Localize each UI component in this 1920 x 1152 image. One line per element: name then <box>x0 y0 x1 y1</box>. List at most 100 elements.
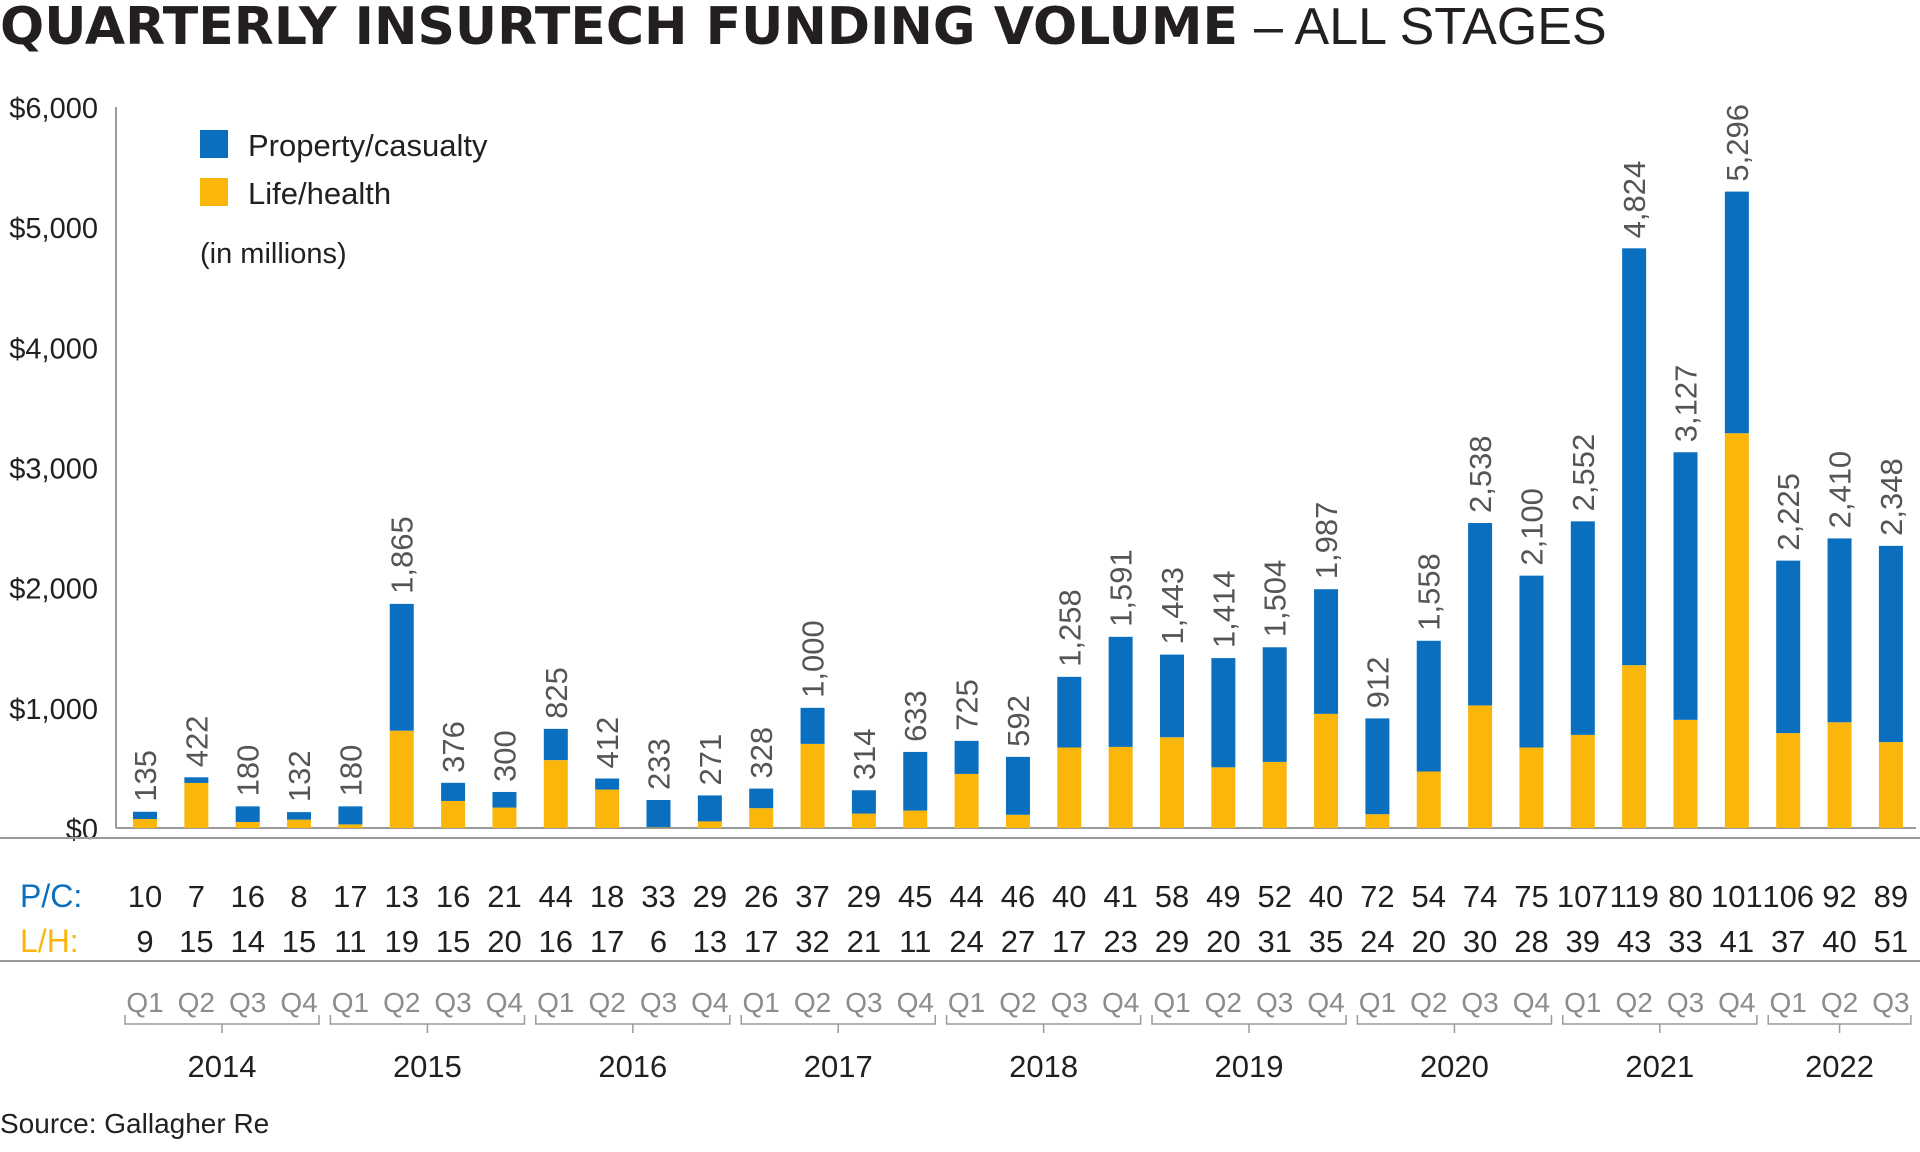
deal-count-lh: 20 <box>1206 924 1240 959</box>
bar-lh <box>1519 747 1544 828</box>
bars <box>133 191 1903 828</box>
bar-pc <box>595 778 620 790</box>
deal-count-lh: 11 <box>334 924 366 959</box>
bar-total-label: 725 <box>950 679 985 731</box>
quarter-label: Q2 <box>178 987 215 1018</box>
deal-count-lh: 20 <box>1412 924 1446 959</box>
bar-pc <box>235 806 260 822</box>
deal-count-pc: 33 <box>641 879 675 914</box>
quarter-label: Q2 <box>383 987 420 1018</box>
bar-total-label: 1,591 <box>1104 549 1139 627</box>
y-tick-label: $0 <box>66 814 98 846</box>
deal-count-pc: 101 <box>1711 879 1763 914</box>
bar-pc <box>800 707 825 744</box>
bar-pc <box>1468 523 1493 706</box>
quarter-label: Q3 <box>1667 987 1704 1018</box>
deal-count-pc: 54 <box>1412 879 1446 914</box>
bar-total-label: 180 <box>231 745 266 797</box>
deal-count-lh: 13 <box>693 924 727 959</box>
deal-count-pc: 119 <box>1609 879 1658 914</box>
deal-count-lh: 33 <box>1668 924 1702 959</box>
bar-lh <box>543 760 568 828</box>
deal-count-pc: 92 <box>1822 879 1856 914</box>
bar-lh <box>1108 746 1133 828</box>
bar-lh <box>338 824 363 828</box>
bar-total-label: 3,127 <box>1669 365 1704 443</box>
deal-count-pc: 89 <box>1874 879 1908 914</box>
deal-count-lh: 9 <box>136 924 153 959</box>
chart-title-main: QUARTERLY INSURTECH FUNDING VOLUME <box>0 0 1238 57</box>
bar-lh <box>1570 734 1595 828</box>
deal-count-lh: 16 <box>539 924 573 959</box>
bar-pc <box>1365 718 1390 815</box>
bar-lh <box>1878 742 1903 828</box>
bar-lh <box>1416 771 1441 828</box>
bar-total-label: 2,410 <box>1823 451 1858 529</box>
deal-count-lh: 15 <box>179 924 213 959</box>
bar-pc <box>1160 654 1184 738</box>
quarter-label: Q3 <box>640 987 677 1018</box>
bar-total-label: 1,987 <box>1309 502 1344 580</box>
year-label: 2021 <box>1625 1049 1694 1084</box>
chart-title: QUARTERLY INSURTECH FUNDING VOLUME – ALL … <box>0 0 1607 57</box>
quarter-label: Q1 <box>1770 987 1807 1018</box>
bar-total-label: 2,100 <box>1514 488 1549 566</box>
bar-pc <box>1005 756 1030 815</box>
chart-subtitle: – ALL STAGES <box>1254 0 1607 56</box>
bar-pc <box>1416 640 1441 772</box>
bar-total-label: 5,296 <box>1720 104 1755 182</box>
quarter-label: Q3 <box>229 987 266 1018</box>
year-label: 2016 <box>598 1049 667 1084</box>
deal-count-pc: 44 <box>949 879 983 914</box>
bar-total-label: 376 <box>436 721 471 773</box>
quarter-label: Q4 <box>897 987 934 1018</box>
bar-lh <box>646 827 671 828</box>
deal-count-pc: 18 <box>590 879 624 914</box>
bar-pc <box>646 800 671 828</box>
bar-pc <box>697 795 722 822</box>
deal-count-lh: 51 <box>1874 924 1908 959</box>
quarter-label: Q2 <box>1205 987 1242 1018</box>
bar-pc <box>1673 452 1698 720</box>
y-axis: $0 $1,000 $2,000 $3,000 $4,000 $5,000 $6,000 <box>9 93 1916 846</box>
bar-pc <box>1724 191 1749 434</box>
row-label-pc: P/C: <box>20 878 82 914</box>
y-tick-label: $5,000 <box>9 213 98 245</box>
deal-count-lh: 32 <box>795 924 829 959</box>
bar-pc <box>1827 538 1852 723</box>
bar-total-label: 328 <box>744 727 779 779</box>
deal-count-lh: 43 <box>1617 924 1651 959</box>
bar-lh <box>492 807 517 828</box>
quarter-label: Q4 <box>1307 987 1344 1018</box>
deal-count-pc: 26 <box>744 879 778 914</box>
bar-lh <box>1262 761 1287 828</box>
deal-count-lh: 28 <box>1514 924 1548 959</box>
bar-pc <box>1211 658 1236 768</box>
quarter-label: Q1 <box>537 987 574 1018</box>
bar-lh <box>697 821 722 828</box>
bar-pc <box>287 812 312 820</box>
quarter-label: Q4 <box>1513 987 1550 1018</box>
deal-count-pc: 29 <box>693 879 727 914</box>
quarter-label: Q4 <box>486 987 523 1018</box>
bar-total-label: 633 <box>898 690 933 742</box>
deal-count-pc: 40 <box>1052 879 1086 914</box>
bar-lh <box>1724 433 1749 828</box>
bar-total-label: 132 <box>282 750 317 802</box>
bar-lh <box>1211 767 1236 828</box>
legend: Property/casualty Life/health (in millio… <box>200 128 488 270</box>
bar-pc <box>543 728 568 761</box>
year-label: 2019 <box>1215 1049 1284 1084</box>
deal-count-pc: 21 <box>487 879 521 914</box>
bar-pc <box>184 777 209 783</box>
deal-count-pc: 8 <box>290 879 307 914</box>
bar-lh <box>1622 665 1647 828</box>
deal-count-lh: 30 <box>1463 924 1497 959</box>
deal-count-pc: 29 <box>847 879 881 914</box>
bar-lh <box>389 730 414 828</box>
quarter-label: Q3 <box>845 987 882 1018</box>
deal-count-pc: 107 <box>1557 879 1609 914</box>
deal-count-pc: 49 <box>1206 879 1240 914</box>
quarter-label: Q2 <box>794 987 831 1018</box>
bar-pc <box>389 603 414 731</box>
